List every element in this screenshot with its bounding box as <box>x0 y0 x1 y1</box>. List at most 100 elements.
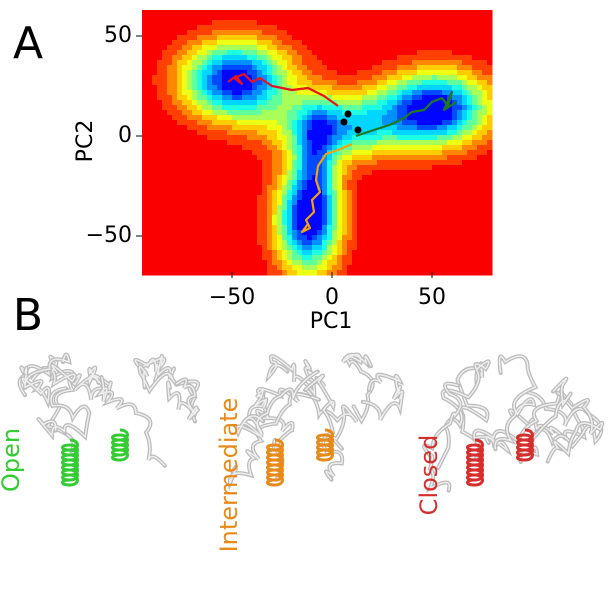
surface-cell <box>182 235 188 241</box>
surface-cell <box>432 20 438 26</box>
surface-cell <box>387 35 393 41</box>
surface-cell <box>192 10 198 16</box>
surface-cell <box>202 150 208 156</box>
surface-cell <box>322 135 328 141</box>
surface-cell <box>292 45 298 51</box>
surface-cell <box>422 150 428 156</box>
surface-cell <box>182 25 188 31</box>
surface-cell <box>247 140 253 146</box>
surface-cell <box>167 130 173 136</box>
surface-cell <box>422 245 428 251</box>
surface-cell <box>272 120 278 126</box>
surface-cell <box>182 220 188 226</box>
surface-cell <box>362 265 368 271</box>
surface-cell <box>162 265 168 271</box>
surface-cell <box>277 60 283 66</box>
surface-cell <box>292 175 298 181</box>
surface-cell <box>162 110 168 116</box>
surface-cell <box>422 80 428 86</box>
surface-cell <box>202 165 208 171</box>
surface-cell <box>262 20 268 26</box>
surface-cell <box>282 55 288 61</box>
surface-cell <box>367 110 373 116</box>
surface-cell <box>147 85 153 91</box>
surface-cell <box>177 185 183 191</box>
surface-cell <box>162 220 168 226</box>
surface-cell <box>257 95 263 101</box>
surface-cell <box>197 265 203 271</box>
surface-cell <box>432 240 438 246</box>
surface-cell <box>427 215 433 221</box>
surface-cell <box>397 50 403 56</box>
surface-cell <box>367 135 373 141</box>
surface-cell <box>147 105 153 111</box>
surface-cell <box>252 230 258 236</box>
surface-cell <box>432 130 438 136</box>
surface-cell <box>362 185 368 191</box>
surface-cell <box>272 90 278 96</box>
surface-cell <box>262 15 268 21</box>
surface-cell <box>257 115 263 121</box>
surface-cell <box>242 30 248 36</box>
surface-cell <box>162 50 168 56</box>
surface-cell <box>222 65 228 71</box>
surface-cell <box>482 260 488 266</box>
surface-cell <box>422 235 428 241</box>
surface-cell <box>342 95 348 101</box>
surface-cell <box>392 190 398 196</box>
surface-cell <box>267 135 273 141</box>
surface-cell <box>207 230 213 236</box>
surface-cell <box>152 255 158 261</box>
surface-cell <box>362 240 368 246</box>
surface-cell <box>477 220 483 226</box>
surface-cell <box>302 200 308 206</box>
surface-cell <box>397 205 403 211</box>
surface-cell <box>247 145 253 151</box>
surface-cell <box>412 105 418 111</box>
surface-cell <box>382 50 388 56</box>
surface-cell <box>152 230 158 236</box>
surface-cell <box>347 60 353 66</box>
surface-cell <box>427 185 433 191</box>
surface-cell <box>362 20 368 26</box>
surface-cell <box>402 20 408 26</box>
surface-cell <box>147 55 153 61</box>
surface-cell <box>337 245 343 251</box>
surface-cell <box>192 125 198 131</box>
surface-cell <box>482 210 488 216</box>
surface-cell <box>187 265 193 271</box>
surface-cell <box>357 100 363 106</box>
surface-cell <box>457 215 463 221</box>
surface-cell <box>332 135 338 141</box>
surface-cell <box>467 220 473 226</box>
surface-cell <box>267 40 273 46</box>
surface-cell <box>427 10 433 16</box>
surface-cell <box>392 25 398 31</box>
surface-cell <box>417 125 423 131</box>
surface-cell <box>307 75 313 81</box>
surface-cell <box>387 260 393 266</box>
surface-cell <box>307 175 313 181</box>
surface-cell <box>392 85 398 91</box>
surface-cell <box>352 170 358 176</box>
surface-cell <box>372 100 378 106</box>
surface-cell <box>487 60 493 66</box>
surface-cell <box>402 210 408 216</box>
surface-cell <box>447 230 453 236</box>
surface-cell <box>297 155 303 161</box>
surface-cell <box>477 175 483 181</box>
surface-cell <box>287 180 293 186</box>
surface-cell <box>152 180 158 186</box>
surface-cell <box>347 180 353 186</box>
surface-cell <box>297 15 303 21</box>
surface-cell <box>202 185 208 191</box>
surface-cell <box>167 95 173 101</box>
surface-cell <box>367 80 373 86</box>
surface-cell <box>482 60 488 66</box>
surface-cell <box>262 155 268 161</box>
surface-cell <box>192 210 198 216</box>
surface-cell <box>222 265 228 271</box>
surface-cell <box>172 240 178 246</box>
surface-cell <box>232 30 238 36</box>
surface-cell <box>352 220 358 226</box>
